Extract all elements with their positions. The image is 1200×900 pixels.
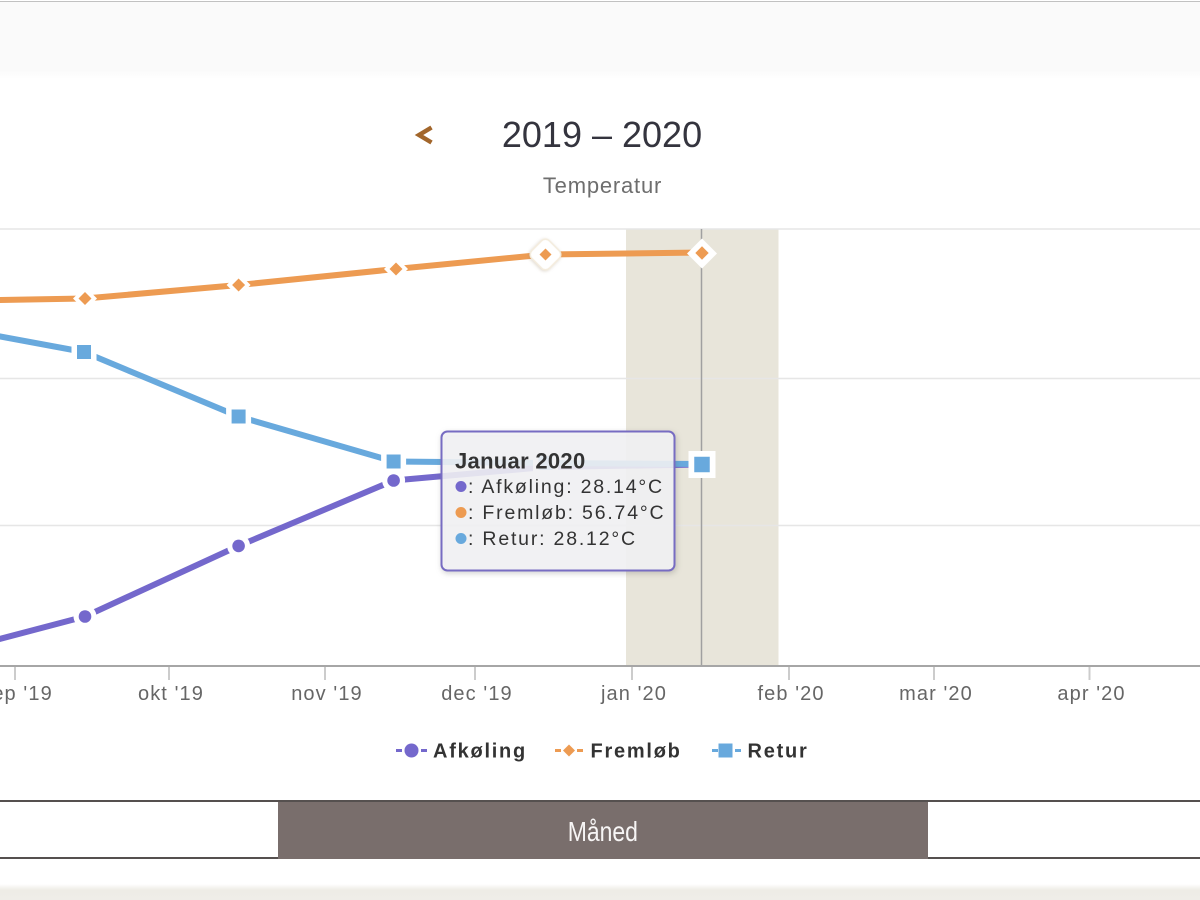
svg-text:Januar 2020: Januar 2020 — [455, 449, 586, 474]
svg-text:feb '20: feb '20 — [757, 683, 824, 705]
svg-text:Temperatur: Temperatur — [543, 173, 662, 198]
svg-text:Retur: Retur — [748, 741, 809, 763]
svg-text:mar '20: mar '20 — [899, 683, 973, 705]
svg-text:Fremløb: Fremløb — [591, 741, 682, 763]
svg-text:sep '19: sep '19 — [0, 683, 53, 705]
svg-text:jan '20: jan '20 — [600, 683, 667, 705]
svg-text:: Retur: 28.12°C: : Retur: 28.12°C — [468, 528, 637, 550]
svg-text:apr '20: apr '20 — [1057, 683, 1125, 705]
svg-text:2019 – 2020: 2019 – 2020 — [502, 114, 702, 155]
svg-text:okt '19: okt '19 — [138, 683, 204, 705]
svg-text:: Afkøling: 28.14°C: : Afkøling: 28.14°C — [468, 476, 664, 498]
svg-text:: Fremløb: 56.74°C: : Fremløb: 56.74°C — [468, 502, 665, 524]
svg-text:Afkøling: Afkøling — [433, 741, 527, 763]
svg-text:dec '19: dec '19 — [441, 683, 513, 705]
svg-text:nov '19: nov '19 — [291, 683, 363, 705]
